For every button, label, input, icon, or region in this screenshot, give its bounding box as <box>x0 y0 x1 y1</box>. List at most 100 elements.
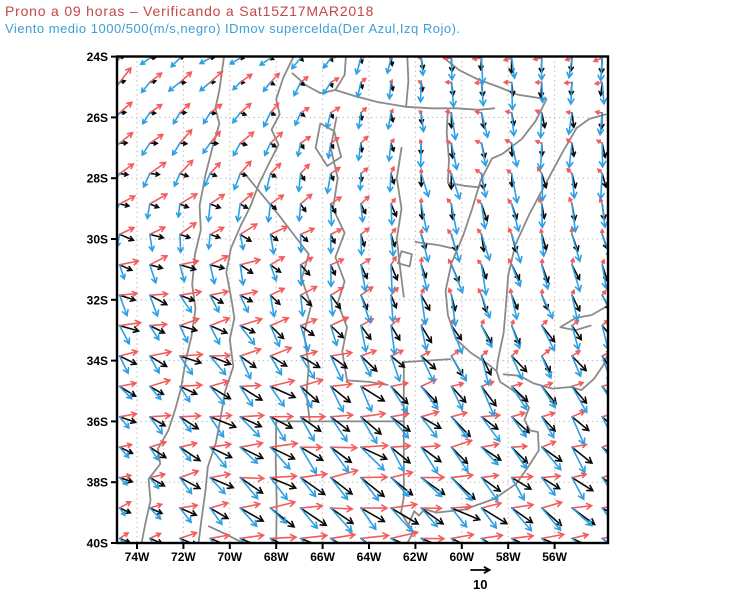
wind-vector <box>179 441 199 448</box>
wind-vector <box>390 446 405 473</box>
wind-vector <box>209 507 223 526</box>
wind-vector <box>329 507 353 533</box>
wind-vector <box>541 264 551 291</box>
wind-vector <box>390 469 414 479</box>
wind-vector <box>541 507 562 532</box>
wind-vector <box>539 288 545 296</box>
wind-vector <box>474 168 483 175</box>
wind-vector <box>510 264 522 288</box>
wind-vector <box>571 476 595 492</box>
wind-vector <box>473 80 483 86</box>
wind-vector <box>571 385 588 414</box>
wind-vector <box>450 438 474 448</box>
wind-vector <box>510 476 533 490</box>
wind-vector <box>239 294 250 314</box>
wind-vector <box>420 172 431 199</box>
wind-vector <box>198 81 211 92</box>
wind-vector <box>510 537 518 543</box>
lon-tick-label: 56W <box>542 550 567 564</box>
wind-vector <box>179 416 200 430</box>
wind-vector <box>269 416 286 442</box>
wind-vector <box>179 233 192 240</box>
wind-vector <box>447 228 453 236</box>
wind-vector <box>269 446 291 471</box>
wind-vector <box>209 476 226 495</box>
wind-vector <box>209 193 226 205</box>
wind-vector <box>420 504 443 512</box>
wind-vector <box>504 139 513 144</box>
wind-vector <box>149 193 169 205</box>
wind-vector <box>179 355 194 376</box>
wind-vector <box>232 172 241 191</box>
wind-vector <box>390 165 395 175</box>
wind-vector <box>420 294 429 326</box>
wind-vector <box>568 196 573 205</box>
wind-vector <box>269 385 286 408</box>
wind-vector <box>239 347 263 357</box>
wind-vector <box>510 381 524 388</box>
wind-vector <box>390 537 404 543</box>
wind-vector <box>450 537 463 543</box>
wind-vector <box>360 380 386 388</box>
wind-vector <box>601 537 608 543</box>
wind-vector <box>601 289 607 296</box>
wind-vector <box>239 141 249 147</box>
wind-vector <box>450 410 469 418</box>
wind-vector <box>293 81 302 98</box>
wind-vector <box>329 286 345 296</box>
wind-vector <box>450 112 459 141</box>
wind-vector <box>326 142 333 160</box>
wind-vector <box>360 385 373 413</box>
wind-vector <box>179 385 191 403</box>
wind-vector <box>209 416 238 429</box>
wind-vector <box>480 416 501 443</box>
wind-vector <box>209 226 226 236</box>
wind-vector <box>179 476 202 490</box>
wind-vector <box>299 385 313 409</box>
wind-vector <box>390 264 399 282</box>
wind-vector <box>179 264 187 284</box>
wind-vector <box>118 355 138 366</box>
wind-vector <box>239 131 255 144</box>
wind-vector <box>118 416 130 430</box>
wind-vector <box>269 203 278 211</box>
wind-vector <box>299 317 318 327</box>
wind-vector <box>600 258 606 266</box>
wind-vector <box>209 532 231 540</box>
wind-vector <box>480 446 500 466</box>
wind-vector <box>510 446 528 470</box>
wind-vector <box>537 57 546 82</box>
wind-vector <box>179 412 202 420</box>
wind-vector <box>148 233 155 253</box>
wind-vector <box>360 135 369 144</box>
wind-vector <box>209 172 218 178</box>
wind-vector <box>385 57 392 75</box>
wind-vector <box>360 264 369 293</box>
wind-vector <box>570 288 576 296</box>
wind-vector <box>205 203 213 224</box>
wind-vector <box>329 443 359 452</box>
wind-vector <box>507 198 513 205</box>
wind-vector <box>480 233 492 262</box>
wind-vector <box>209 161 222 175</box>
wind-vector <box>269 416 294 429</box>
wind-vector <box>149 264 158 285</box>
wind-vector <box>149 72 163 84</box>
wind-vector <box>239 446 265 460</box>
wind-vector <box>269 533 298 542</box>
wind-vector <box>510 349 519 357</box>
wind-vector <box>329 476 349 501</box>
wind-vector <box>601 507 608 513</box>
wind-vector <box>239 102 252 114</box>
wind-vector <box>357 172 364 192</box>
wind-vector <box>299 355 321 369</box>
wind-vector <box>390 446 412 464</box>
wind-vector <box>510 507 534 524</box>
map-parana-river <box>444 157 498 373</box>
wind-vector <box>571 537 591 543</box>
map-santafe-north-border <box>446 181 481 189</box>
wind-vector <box>149 294 169 306</box>
wind-vector <box>149 355 160 375</box>
wind-vector <box>149 416 167 427</box>
lat-tick-label: 32S <box>87 293 108 307</box>
